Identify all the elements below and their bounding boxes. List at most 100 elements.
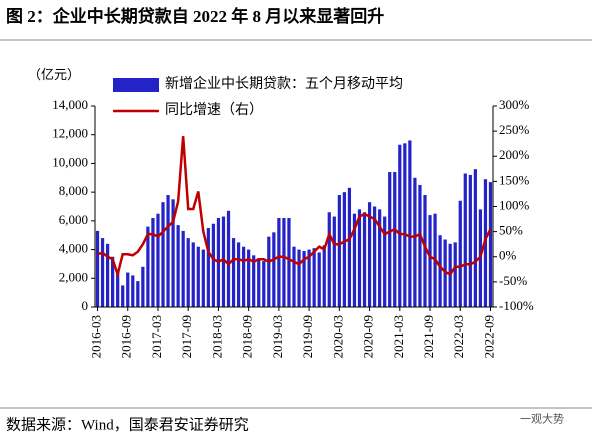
- bar: [393, 172, 397, 307]
- bar: [282, 217, 286, 307]
- x-tick-label: 2018-03: [209, 315, 224, 358]
- watermark: 一观大势: [520, 412, 564, 426]
- source: 数据来源：Wind，国泰君安证券研究: [6, 416, 249, 433]
- bar: [116, 271, 120, 307]
- bar: [413, 177, 417, 307]
- bar: [252, 255, 256, 307]
- bar: [458, 200, 462, 307]
- bar: [257, 258, 261, 307]
- bar: [131, 275, 135, 307]
- y2-tick-label: 150%: [499, 172, 530, 187]
- x-tick-label: 2019-09: [300, 315, 315, 358]
- bar: [418, 184, 422, 307]
- bar: [297, 249, 301, 307]
- legend-label: 同比增速（右）: [165, 102, 263, 118]
- x-tick-label: 2022-03: [451, 315, 466, 358]
- bar: [171, 199, 175, 307]
- x-tick-label: 2018-09: [240, 315, 255, 358]
- x-tick-label: 2020-03: [330, 315, 345, 358]
- legend-swatch: [113, 78, 159, 92]
- bar: [332, 216, 336, 307]
- bar: [428, 215, 432, 307]
- bar: [231, 238, 236, 307]
- bar: [378, 209, 382, 307]
- legend-label: 新增企业中长期贷款：五个月移动平均: [165, 75, 403, 92]
- x-tick-label: 2016-09: [119, 315, 134, 358]
- y-tick-label: 12,000: [52, 126, 88, 141]
- bar: [312, 248, 316, 307]
- bar: [262, 261, 266, 307]
- bar: [121, 285, 125, 307]
- y2-tick-label: 200%: [499, 147, 530, 162]
- bar: [292, 246, 296, 307]
- bar: [423, 195, 427, 307]
- x-tick-label: 2017-09: [179, 315, 194, 358]
- y-tick-label: 2,000: [59, 269, 88, 284]
- bar: [156, 213, 160, 307]
- bar: [337, 195, 341, 307]
- bar: [206, 228, 210, 307]
- y-tick-label: 14,000: [52, 97, 88, 112]
- y2-tick-label: 300%: [499, 97, 530, 112]
- bar: [105, 243, 110, 307]
- bar: [272, 232, 276, 307]
- y2-tick-label: 50%: [499, 223, 523, 238]
- bar: [186, 238, 190, 307]
- y-tick-label: 6,000: [59, 212, 88, 227]
- bar: [302, 251, 306, 307]
- y2-tick-label: 0%: [499, 248, 517, 263]
- bar: [372, 206, 377, 307]
- bar: [226, 210, 231, 307]
- bar: [473, 169, 477, 307]
- bar: [342, 192, 346, 307]
- bar: [357, 209, 362, 307]
- bar: [95, 230, 100, 307]
- bar: [247, 249, 251, 307]
- y-tick-label: 8,000: [59, 183, 88, 198]
- bar: [201, 249, 205, 307]
- x-tick-label: 2021-09: [421, 315, 436, 358]
- bar: [267, 236, 271, 307]
- y-tick-label: 10,000: [52, 154, 88, 169]
- line: [97, 136, 492, 279]
- chart-title: 图 2：企业中长期贷款自 2022 年 8 月以来显著回升: [6, 6, 384, 26]
- y2-tick-label: -50%: [499, 273, 527, 288]
- bar: [211, 223, 216, 307]
- bar: [443, 239, 447, 307]
- bar: [136, 281, 140, 307]
- bar: [468, 174, 472, 307]
- x-tick-label: 2021-03: [391, 315, 406, 358]
- bar: [277, 217, 281, 307]
- bar: [307, 249, 311, 307]
- bar: [191, 242, 195, 307]
- x-tick-label: 2016-03: [89, 315, 104, 358]
- bar: [488, 182, 493, 307]
- bar: [383, 216, 387, 307]
- bar: [221, 216, 226, 307]
- x-tick-label: 2017-03: [149, 315, 164, 358]
- x-tick-label: 2022-09: [481, 315, 496, 358]
- x-tick-label: 2020-09: [361, 315, 376, 358]
- bar: [126, 272, 130, 307]
- bar: [327, 212, 331, 307]
- bar: [438, 235, 442, 307]
- bar: [317, 252, 321, 307]
- bar: [388, 172, 392, 307]
- bar: [181, 230, 185, 307]
- bar: [161, 202, 165, 307]
- y2-tick-label: 100%: [499, 197, 530, 212]
- bar: [196, 246, 200, 307]
- y-tick-label: 4,000: [59, 241, 88, 256]
- bar: [146, 226, 150, 307]
- bar: [176, 225, 180, 307]
- bar: [151, 217, 155, 307]
- bar: [322, 245, 326, 307]
- bar: [408, 140, 412, 307]
- bar: [236, 242, 241, 307]
- y-unit: （亿元）: [28, 67, 80, 82]
- bar: [347, 187, 352, 307]
- y2-tick-label: -100%: [499, 298, 534, 313]
- x-tick-label: 2019-03: [270, 315, 285, 358]
- y-tick-label: 0: [82, 298, 89, 313]
